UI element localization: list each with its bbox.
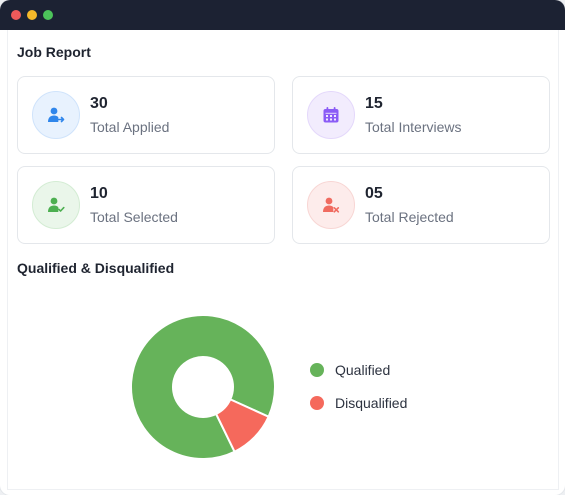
total-selected-value: 10 — [90, 185, 108, 202]
title-bar — [0, 0, 565, 30]
total-rejected-value: 05 — [365, 185, 383, 202]
legend-label-qualified: Qualified — [335, 362, 391, 378]
close-window-button[interactable] — [11, 10, 21, 20]
legend-label-disqualified: Disqualified — [335, 395, 408, 411]
total-rejected-label: Total Rejected — [365, 209, 454, 225]
total-applied-label: Total Applied — [90, 119, 170, 135]
calendar-icon — [307, 91, 355, 139]
dashboard-content: Job Report 30 Total Applied — [7, 30, 559, 490]
user-arrow-icon — [32, 91, 80, 139]
maximize-window-button[interactable] — [43, 10, 53, 20]
user-check-icon — [32, 181, 80, 229]
total-selected-label: Total Selected — [90, 209, 178, 225]
legend-swatch-qualified — [310, 363, 324, 377]
total-applied-value: 30 — [90, 95, 108, 112]
minimize-window-button[interactable] — [27, 10, 37, 20]
total-selected-card: 10 Total Selected — [17, 166, 275, 244]
total-rejected-card: 05 Total Rejected — [292, 166, 550, 244]
total-interviews-card: 15 Total Interviews — [292, 76, 550, 154]
total-applied-card: 30 Total Applied — [17, 76, 275, 154]
donut-slice-disqualified — [214, 398, 270, 454]
user-x-icon — [307, 181, 355, 229]
legend-item-disqualified: Disqualified — [310, 393, 407, 413]
donut-slice-qualified — [130, 314, 276, 460]
qualification-donut-chart — [130, 314, 276, 460]
total-interviews-label: Total Interviews — [365, 119, 462, 135]
legend-swatch-disqualified — [310, 396, 324, 410]
qualification-title: Qualified & Disqualified — [17, 260, 175, 276]
job-report-title: Job Report — [17, 44, 91, 60]
total-interviews-value: 15 — [365, 95, 383, 112]
chart-legend: Qualified Disqualified — [310, 360, 407, 426]
legend-item-qualified: Qualified — [310, 360, 407, 380]
